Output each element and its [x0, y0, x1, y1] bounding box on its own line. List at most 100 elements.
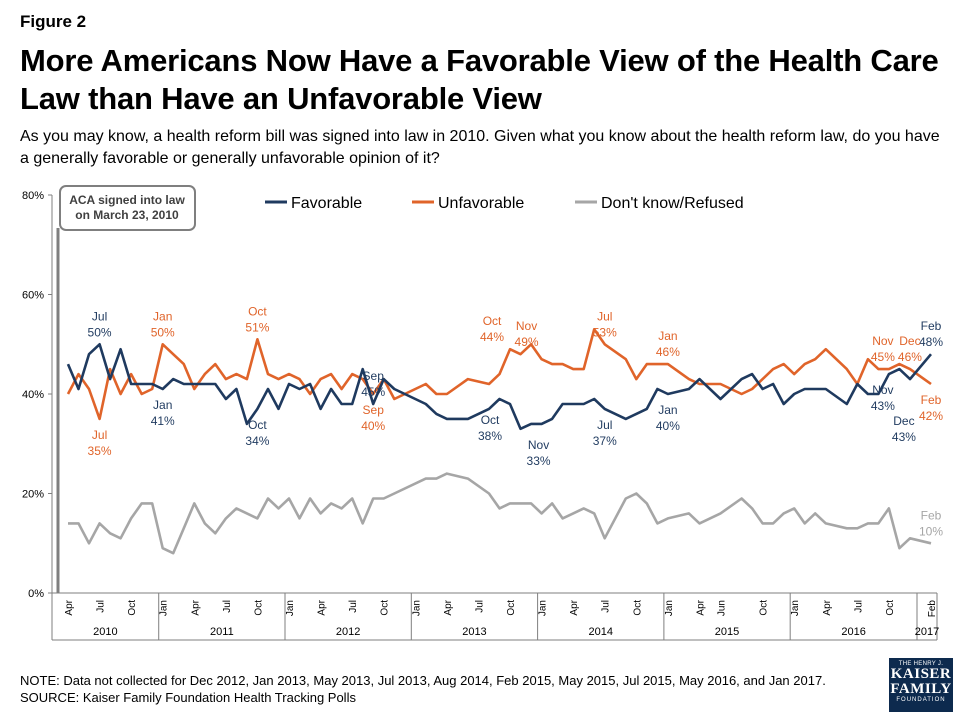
y-tick-label: 20%: [22, 489, 44, 501]
data-label-unfavorable: Dec: [899, 334, 920, 348]
data-label-unfavorable: Jan: [153, 309, 172, 323]
data-label-unfavorable: 45%: [871, 350, 895, 364]
data-label-unfavorable: Jul: [597, 309, 612, 323]
legend-label-unfavorable: Unfavorable: [438, 195, 524, 212]
data-label-favorable: 48%: [919, 335, 943, 349]
data-label-unfavorable: Oct: [483, 314, 502, 328]
x-tick-label: Oct: [885, 600, 896, 616]
data-label-favorable: 38%: [478, 429, 502, 443]
x-tick-label: Jan: [411, 600, 422, 616]
x-tick-label: Jan: [159, 600, 170, 616]
x-tick-label: Oct: [759, 600, 770, 616]
year-label: 2016: [841, 626, 865, 638]
data-label-favorable: 33%: [527, 454, 551, 468]
data-label-unfavorable: 35%: [88, 444, 112, 458]
x-tick-label: Jul: [222, 600, 233, 613]
data-label-favorable: Jan: [658, 403, 677, 417]
y-tick-label: 40%: [22, 389, 44, 401]
data-label-favorable: Oct: [481, 413, 500, 427]
y-tick-label: 80%: [22, 190, 44, 202]
data-label-unfavorable: Jul: [92, 428, 107, 442]
year-label: 2011: [210, 626, 234, 638]
data-label-unfavorable: Oct: [248, 304, 267, 318]
data-label-unfavorable: 53%: [593, 325, 617, 339]
x-tick-label: Oct: [632, 600, 643, 616]
x-tick-label: Oct: [506, 600, 517, 616]
year-label: 2017: [915, 626, 939, 638]
series-line-unfavorable: [66, 327, 932, 421]
x-tick-label: Jan: [285, 600, 296, 616]
data-label-unfavorable: 49%: [515, 335, 539, 349]
data-label-favorable: Oct: [248, 418, 267, 432]
data-label-favorable: 37%: [593, 434, 617, 448]
data-label-favorable: 34%: [245, 434, 269, 448]
x-tick-label: Jan: [664, 600, 675, 616]
x-tick-label: Jan: [790, 600, 801, 616]
year-label: 2013: [462, 626, 486, 638]
chart-subtitle: As you may know, a health reform bill wa…: [20, 128, 940, 167]
data-label-favorable: 43%: [871, 399, 895, 413]
data-label-unfavorable: 46%: [656, 345, 680, 359]
x-tick-label: Jun: [717, 600, 728, 616]
data-label-unfavorable: 44%: [480, 330, 504, 344]
data-label-dontknow: 10%: [919, 524, 943, 538]
data-label-unfavorable: Nov: [516, 319, 537, 333]
data-label-favorable: 41%: [151, 414, 175, 428]
figure-label: Figure 2: [20, 12, 87, 31]
aca-annotation-line1: ACA signed into law: [69, 193, 185, 207]
y-tick-label: 0%: [28, 588, 44, 600]
data-label-favorable: 43%: [892, 430, 916, 444]
x-tick-label: Apr: [695, 599, 706, 615]
series-line-favorable: [66, 342, 932, 431]
data-label-favorable: Feb: [921, 319, 942, 333]
year-label: 2014: [589, 626, 613, 638]
aca-annotation-box: [59, 185, 196, 231]
x-tick-label: Oct: [127, 600, 138, 616]
x-tick-label: Apr: [317, 599, 328, 615]
chart-title: More Americans Now Have a Favorable View…: [20, 43, 939, 116]
data-label-unfavorable: Jan: [658, 329, 677, 343]
data-label-unfavorable: Feb: [921, 393, 942, 407]
data-label-unfavorable: Sep: [363, 403, 385, 417]
x-tick-label: Apr: [190, 599, 201, 615]
data-label-favorable: 45%: [361, 385, 385, 399]
x-tick-label: Jul: [96, 600, 107, 613]
data-label-favorable: 40%: [656, 419, 680, 433]
data-label-unfavorable: Nov: [872, 334, 893, 348]
x-tick-label: Jul: [348, 600, 359, 613]
x-tick-label: Oct: [253, 600, 264, 616]
data-label-favorable: Jul: [92, 309, 107, 323]
aca-annotation-line2: on March 23, 2010: [75, 208, 179, 222]
y-tick-label: 60%: [22, 290, 44, 302]
data-label-favorable: Nov: [872, 383, 893, 397]
data-label-favorable: 50%: [88, 325, 112, 339]
x-tick-label: Apr: [569, 599, 580, 615]
year-label: 2010: [93, 626, 117, 638]
x-tick-label: Jul: [474, 600, 485, 613]
x-tick-label: Apr: [64, 599, 75, 615]
data-label-favorable: Jul: [597, 418, 612, 432]
chart-source: SOURCE: Kaiser Family Foundation Health …: [20, 690, 356, 705]
data-label-favorable: Jan: [153, 398, 172, 412]
data-label-dontknow: Feb: [921, 508, 942, 522]
x-tick-label: Apr: [822, 599, 833, 615]
legend-label-favorable: Favorable: [291, 195, 362, 212]
x-tick-label: Apr: [443, 599, 454, 615]
year-label: 2012: [336, 626, 360, 638]
data-label-unfavorable: 51%: [245, 320, 269, 334]
data-label-unfavorable: 50%: [151, 325, 175, 339]
data-label-unfavorable: 40%: [361, 419, 385, 433]
x-tick-label: Jul: [601, 600, 612, 613]
x-tick-label: Jan: [538, 600, 549, 616]
kff-logo: THE HENRY J. KAISER FAMILY FOUNDATION: [889, 658, 953, 712]
data-label-favorable: Dec: [893, 414, 914, 428]
x-tick-label: Oct: [380, 600, 391, 616]
legend-label-dontknow: Don't know/Refused: [601, 195, 744, 212]
data-label-favorable: Nov: [528, 438, 549, 452]
series-line-dontknow: [68, 472, 932, 555]
x-tick-label: Jul: [853, 600, 864, 613]
data-label-favorable: Sep: [363, 369, 385, 383]
data-label-unfavorable: 42%: [919, 409, 943, 423]
chart-note: NOTE: Data not collected for Dec 2012, J…: [20, 673, 826, 688]
